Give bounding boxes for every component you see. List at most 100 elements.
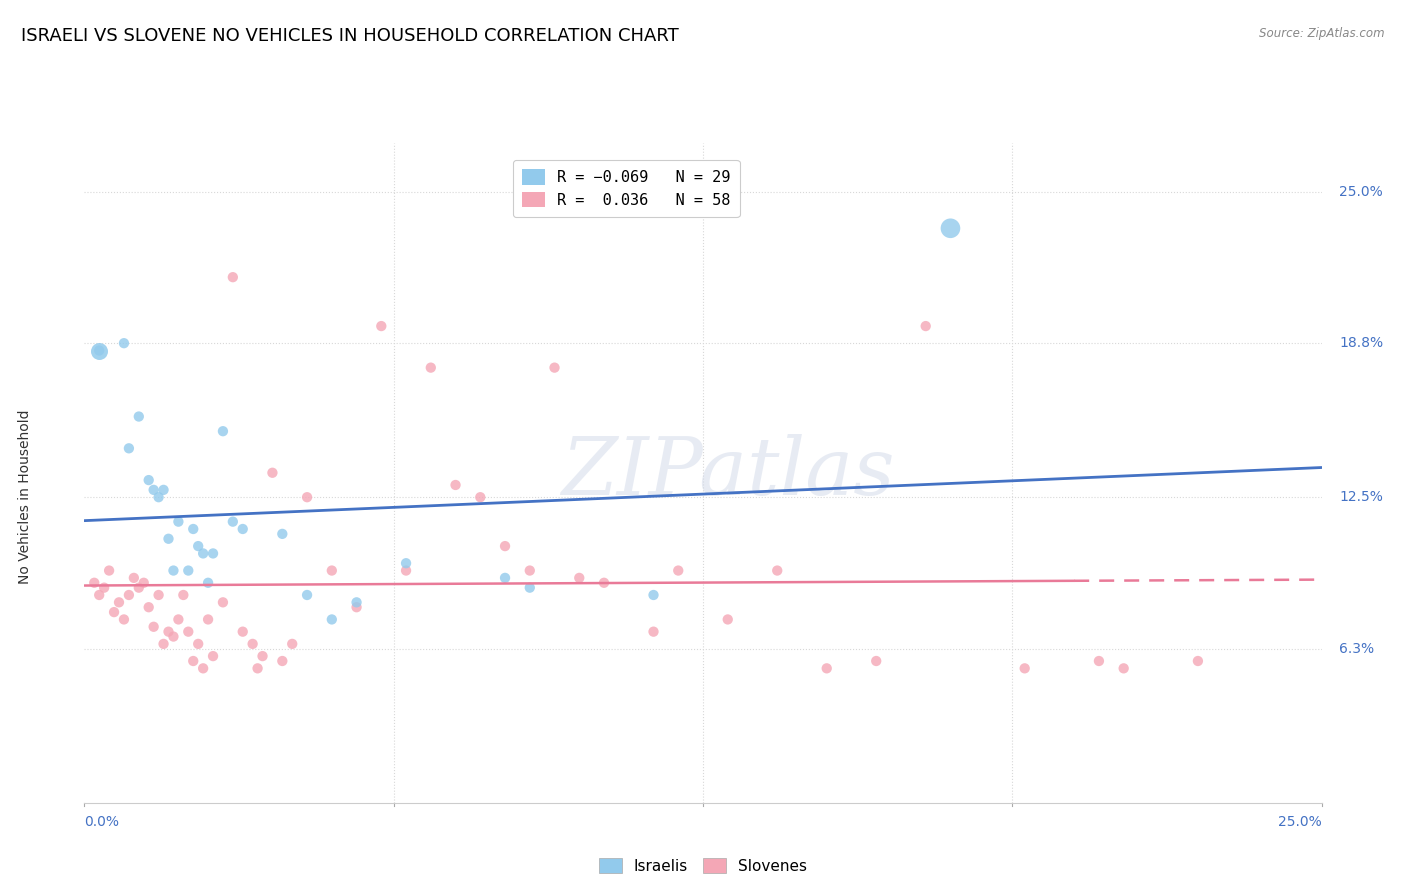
Point	[666, 564, 689, 578]
Point	[167, 515, 190, 529]
Point	[543, 360, 565, 375]
Point	[89, 343, 111, 358]
Point	[197, 575, 219, 590]
Point	[395, 564, 418, 578]
Point	[494, 571, 516, 585]
Point	[232, 522, 254, 536]
Point	[1112, 661, 1135, 675]
Point	[1088, 654, 1111, 668]
Point	[157, 624, 180, 639]
Point	[370, 319, 392, 334]
Legend: Israelis, Slovenes: Israelis, Slovenes	[592, 852, 814, 880]
Point	[167, 612, 190, 626]
Text: ZIPatlas: ZIPatlas	[561, 434, 894, 511]
Point	[138, 473, 160, 487]
Point	[1187, 654, 1209, 668]
Point	[519, 564, 541, 578]
Point	[643, 588, 665, 602]
Point	[212, 595, 235, 609]
Point	[177, 564, 200, 578]
Text: 6.3%: 6.3%	[1339, 641, 1374, 656]
Point	[470, 490, 492, 504]
Point	[138, 600, 160, 615]
Point	[295, 588, 318, 602]
Point	[222, 515, 245, 529]
Point	[212, 424, 235, 438]
Text: 25.0%: 25.0%	[1278, 815, 1322, 829]
Point	[162, 564, 184, 578]
Point	[112, 612, 135, 626]
Point	[118, 442, 141, 456]
Point	[191, 661, 214, 675]
Point	[187, 539, 209, 553]
Point	[202, 649, 225, 664]
Text: Source: ZipAtlas.com: Source: ZipAtlas.com	[1260, 27, 1385, 40]
Text: No Vehicles in Household: No Vehicles in Household	[18, 410, 32, 584]
Point	[177, 624, 200, 639]
Point	[98, 564, 121, 578]
Point	[242, 637, 264, 651]
Point	[593, 575, 616, 590]
Text: ISRAELI VS SLOVENE NO VEHICLES IN HOUSEHOLD CORRELATION CHART: ISRAELI VS SLOVENE NO VEHICLES IN HOUSEH…	[21, 27, 679, 45]
Point	[494, 539, 516, 553]
Point	[519, 581, 541, 595]
Point	[939, 221, 962, 235]
Point	[197, 612, 219, 626]
Point	[865, 654, 887, 668]
Point	[128, 409, 150, 424]
Point	[568, 571, 591, 585]
Point	[132, 575, 155, 590]
Point	[108, 595, 131, 609]
Point	[122, 571, 145, 585]
Point	[914, 319, 936, 334]
Point	[395, 556, 418, 570]
Point	[89, 343, 111, 358]
Point	[262, 466, 284, 480]
Point	[128, 581, 150, 595]
Point	[103, 605, 125, 619]
Point	[112, 336, 135, 351]
Point	[643, 624, 665, 639]
Point	[152, 483, 174, 497]
Point	[83, 575, 105, 590]
Point	[181, 654, 204, 668]
Legend: R = −0.069   N = 29, R =  0.036   N = 58: R = −0.069 N = 29, R = 0.036 N = 58	[513, 161, 740, 217]
Point	[187, 637, 209, 651]
Text: 12.5%: 12.5%	[1339, 491, 1384, 504]
Point	[419, 360, 441, 375]
Point	[152, 637, 174, 651]
Point	[148, 588, 170, 602]
Text: 0.0%: 0.0%	[84, 815, 120, 829]
Point	[717, 612, 740, 626]
Point	[142, 620, 165, 634]
Point	[281, 637, 304, 651]
Point	[222, 270, 245, 285]
Point	[246, 661, 269, 675]
Point	[346, 595, 368, 609]
Text: 18.8%: 18.8%	[1339, 336, 1384, 351]
Point	[271, 654, 294, 668]
Point	[142, 483, 165, 497]
Point	[89, 588, 111, 602]
Point	[815, 661, 838, 675]
Point	[1014, 661, 1036, 675]
Point	[172, 588, 194, 602]
Point	[252, 649, 274, 664]
Point	[346, 600, 368, 615]
Point	[444, 478, 467, 492]
Point	[295, 490, 318, 504]
Text: 25.0%: 25.0%	[1339, 185, 1382, 199]
Point	[202, 546, 225, 560]
Point	[271, 527, 294, 541]
Point	[162, 630, 184, 644]
Point	[321, 612, 343, 626]
Point	[148, 490, 170, 504]
Point	[321, 564, 343, 578]
Point	[93, 581, 115, 595]
Point	[181, 522, 204, 536]
Point	[118, 588, 141, 602]
Point	[232, 624, 254, 639]
Point	[157, 532, 180, 546]
Point	[191, 546, 214, 560]
Point	[766, 564, 789, 578]
